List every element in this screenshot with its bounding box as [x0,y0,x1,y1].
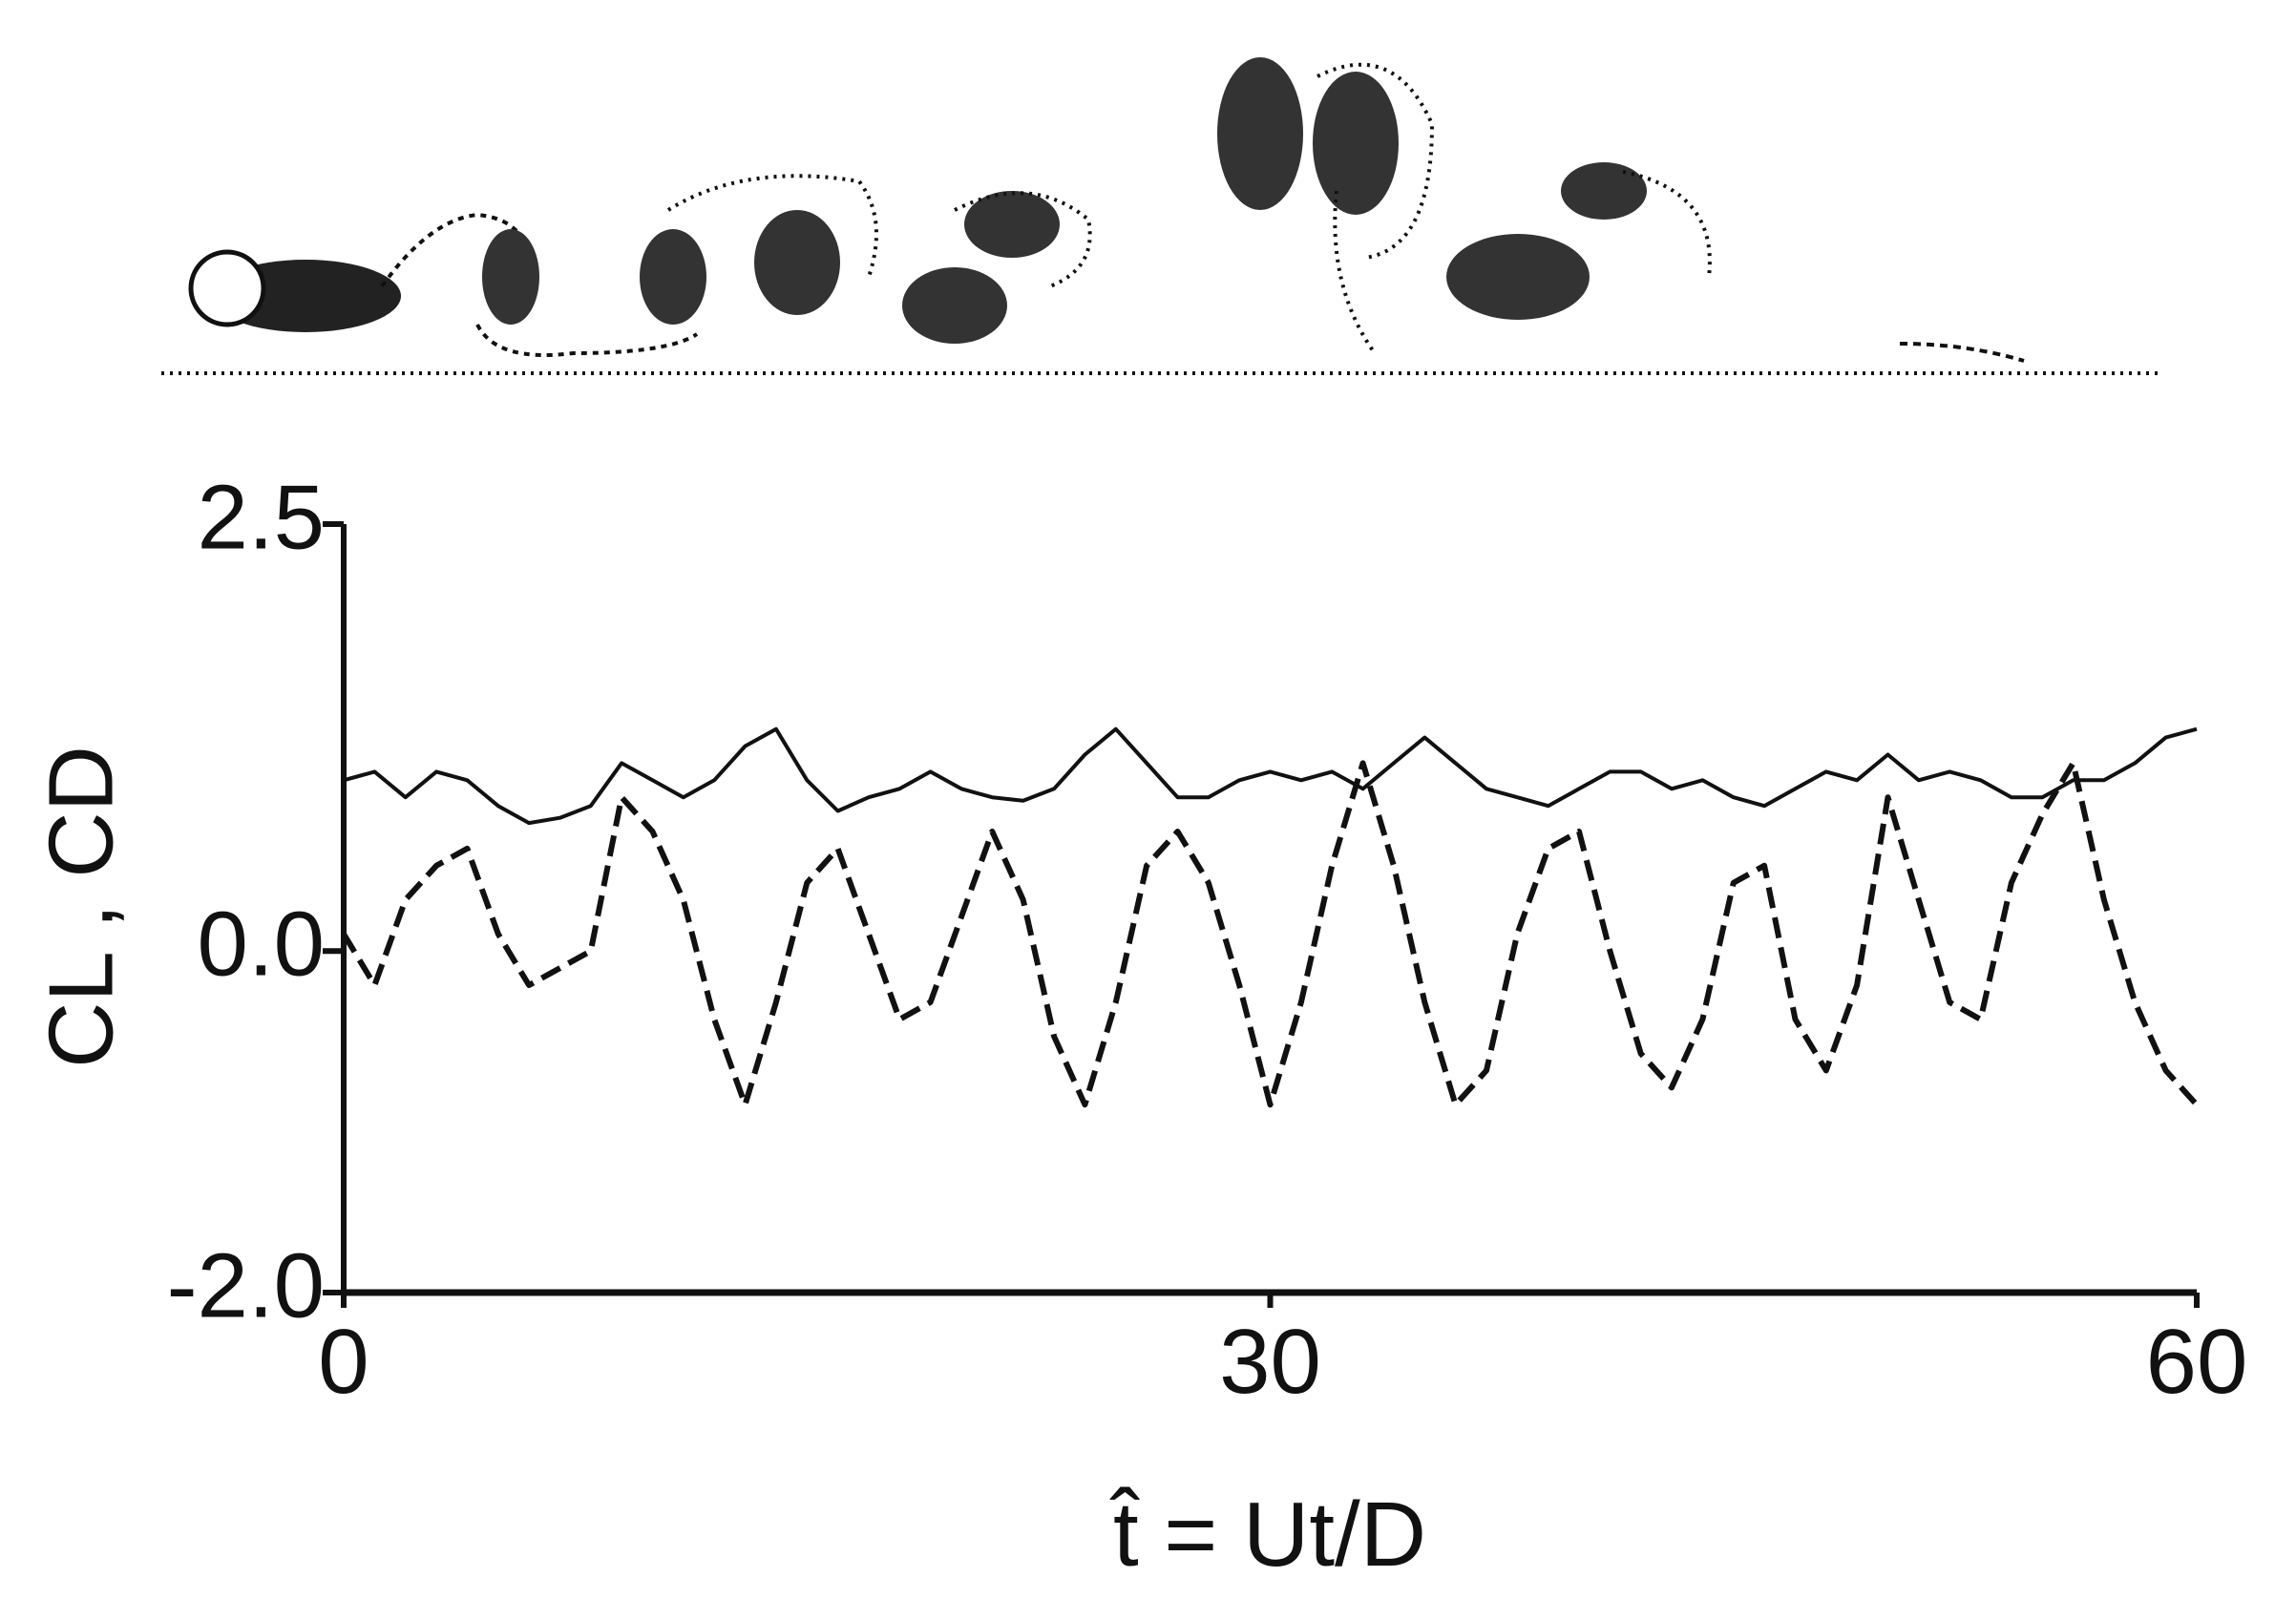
vortex [964,191,1060,258]
vortex [482,229,539,325]
vortex-sheet [1899,342,2025,363]
vortex [902,267,1007,344]
vortex [1313,72,1399,215]
vortex-sheet [1622,170,1712,278]
y-axis-label: CL , CD [30,746,132,1068]
y-tick-label: -2.0 [167,1234,325,1336]
y-tick-label: 0.0 [198,894,325,996]
wake-visualization [161,57,2159,375]
vortex-sheet [1317,62,1435,355]
vortex-sheet [666,174,878,278]
vortex [1217,57,1303,210]
data-line [341,760,2200,1108]
x-tick-label: 30 [1219,1311,1321,1413]
x-tick-label: 60 [2146,1311,2248,1413]
x-axis-label: t̂ = Ut/D [1109,1483,1426,1586]
x-tick-label: 0 [318,1311,369,1413]
vortex [754,210,840,315]
vortex [1446,234,1590,320]
vortex [1561,162,1647,220]
vortex [640,229,706,325]
vortex-sheet [475,324,699,357]
data-line [343,726,2198,826]
y-tick-label: 2.5 [198,466,325,568]
cylinder [188,249,266,327]
